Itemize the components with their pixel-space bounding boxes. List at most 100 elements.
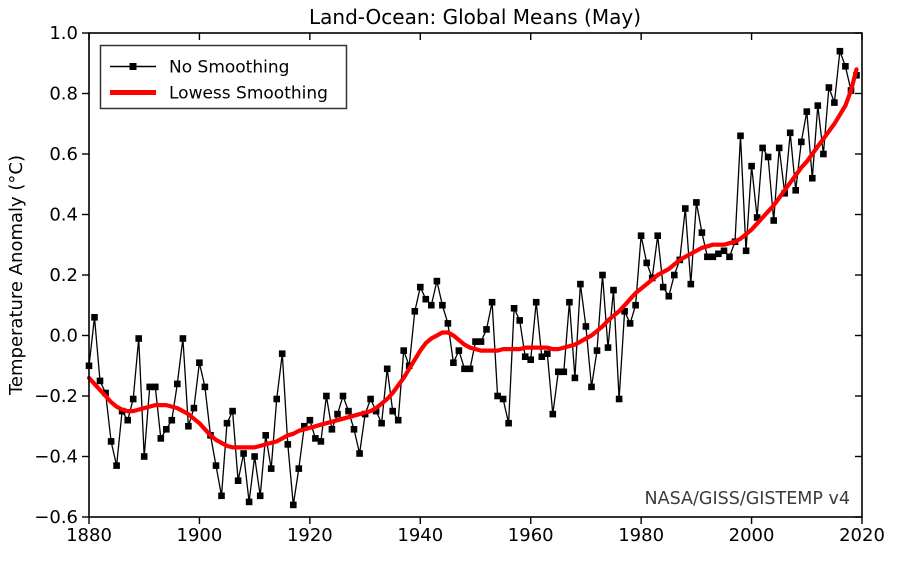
data-point-marker xyxy=(698,229,706,236)
data-point-marker xyxy=(643,259,650,267)
data-point-marker xyxy=(135,335,142,342)
x-tick-label: 1980 xyxy=(618,525,664,546)
data-point-marker xyxy=(185,422,192,430)
data-point-marker xyxy=(339,392,347,400)
data-point-marker xyxy=(472,338,479,345)
data-point-marker xyxy=(190,404,198,412)
data-point-marker xyxy=(422,295,430,303)
data-point-marker xyxy=(312,435,319,442)
data-point-marker xyxy=(809,174,816,182)
data-point-marker xyxy=(267,465,275,472)
legend-label-lowess-smoothing: Lowess Smoothing xyxy=(169,84,328,104)
data-point-marker xyxy=(682,205,689,212)
data-point-marker xyxy=(113,462,120,469)
data-point-marker xyxy=(792,187,799,194)
data-point-marker xyxy=(588,383,595,391)
y-tick-label: 1.0 xyxy=(49,23,78,44)
data-point-marker xyxy=(615,395,623,403)
x-tick-label: 2020 xyxy=(839,525,885,546)
y-tick-label: 0.2 xyxy=(49,265,78,286)
chart-title: Land-Ocean: Global Means (May) xyxy=(309,5,641,29)
data-point-marker xyxy=(538,353,546,360)
data-point-marker xyxy=(477,338,485,345)
data-point-marker xyxy=(91,314,98,321)
data-point-marker xyxy=(632,301,639,309)
data-point-marker xyxy=(129,395,137,403)
data-point-marker xyxy=(428,301,435,309)
data-point-marker xyxy=(820,150,827,158)
data-point-marker xyxy=(549,410,557,418)
data-point-marker xyxy=(107,438,115,445)
data-point-marker xyxy=(306,416,314,424)
legend-item-lowess-smoothing: Lowess Smoothing xyxy=(110,84,328,104)
data-point-marker xyxy=(96,377,104,385)
data-point-marker xyxy=(140,453,148,460)
data-point-marker xyxy=(152,383,159,391)
data-point-marker xyxy=(466,365,474,373)
data-point-marker xyxy=(450,359,457,366)
data-point-marker xyxy=(389,407,396,415)
data-point-marker xyxy=(737,132,744,140)
legend-item-no-smoothing: No Smoothing xyxy=(110,58,289,78)
data-point-marker xyxy=(367,395,374,403)
x-tick-label: 1940 xyxy=(397,525,443,546)
data-point-marker xyxy=(775,144,783,152)
y-axis-label: Temperature Anomaly (°C) xyxy=(6,155,27,396)
data-point-marker xyxy=(814,102,822,109)
data-point-marker xyxy=(417,283,424,291)
data-point-marker xyxy=(400,347,407,354)
data-point-marker xyxy=(759,144,766,152)
data-point-marker xyxy=(527,356,534,363)
y-tick-label: −0.2 xyxy=(34,386,78,407)
data-point-marker xyxy=(212,462,220,469)
data-point-marker xyxy=(521,353,529,360)
data-point-marker xyxy=(720,247,728,255)
data-point-marker xyxy=(532,298,540,306)
data-point-marker xyxy=(439,301,446,309)
y-tick-label: 0.0 xyxy=(49,326,78,347)
data-point-marker xyxy=(444,320,452,327)
data-point-marker xyxy=(345,407,352,415)
plot-background xyxy=(89,33,862,517)
data-point-marker xyxy=(748,162,755,170)
axis-ticks: 1880 1900 1920 1940 1960 1980 2000 2020 1.0 0.8 0.… xyxy=(34,23,885,546)
data-point-marker xyxy=(659,283,667,291)
data-point-marker xyxy=(262,432,269,439)
axes-spines xyxy=(88,32,863,518)
data-point-marker xyxy=(223,419,231,427)
data-point-marker xyxy=(599,271,606,279)
y-tick-label: 0.6 xyxy=(49,144,78,165)
data-point-marker xyxy=(290,501,297,509)
data-point-marker xyxy=(350,426,358,433)
data-point-marker xyxy=(604,344,612,351)
data-point-marker xyxy=(229,407,236,415)
data-point-marker xyxy=(278,350,286,357)
data-point-marker xyxy=(245,498,253,506)
data-point-marker xyxy=(693,199,700,206)
data-point-marker xyxy=(383,365,391,373)
no-smoothing-marker-sample-icon xyxy=(129,63,137,70)
data-point-marker xyxy=(742,247,750,255)
data-point-marker xyxy=(146,383,153,391)
data-point-marker xyxy=(218,492,225,500)
data-point-marker xyxy=(687,280,695,288)
data-point-marker xyxy=(433,277,441,285)
y-tick-label: −0.4 xyxy=(34,447,78,468)
y-tick-label: 0.4 xyxy=(49,205,78,226)
data-point-marker xyxy=(295,465,303,472)
x-tick-label: 1880 xyxy=(66,525,112,546)
x-tick-label: 2000 xyxy=(729,525,775,546)
data-point-marker xyxy=(610,286,617,294)
data-point-marker xyxy=(836,47,844,55)
data-point-marker xyxy=(715,250,722,258)
data-point-marker xyxy=(516,317,523,324)
data-point-marker xyxy=(196,359,203,366)
data-point-marker xyxy=(842,63,849,70)
data-point-marker xyxy=(201,383,209,391)
data-point-marker xyxy=(273,395,280,403)
legend: No Smoothing Lowess Smoothing xyxy=(99,44,348,110)
data-point-marker xyxy=(621,308,628,315)
data-point-marker xyxy=(411,308,419,315)
